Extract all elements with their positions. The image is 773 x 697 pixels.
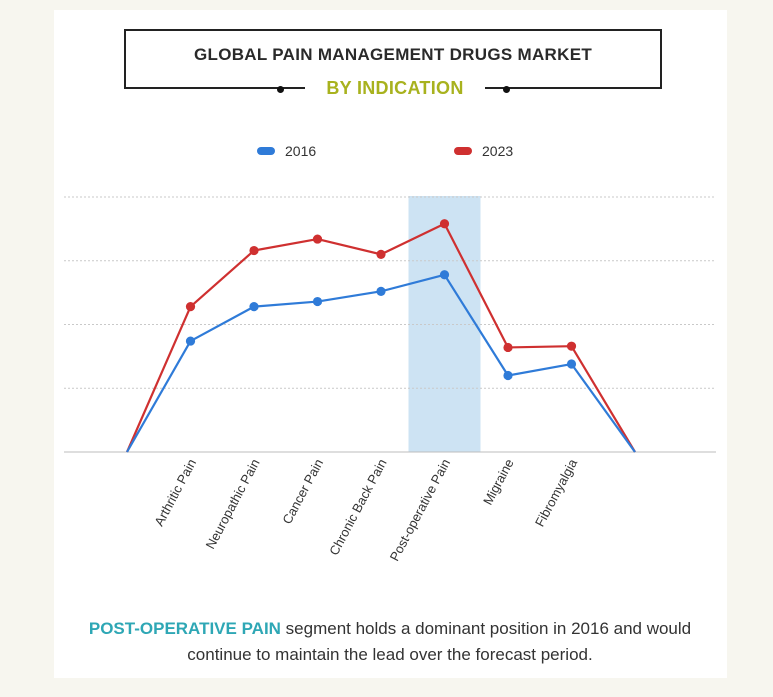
tick-label: Chronic Back Pain <box>326 456 389 557</box>
data-point-2023 <box>439 219 450 229</box>
data-point-2023 <box>185 302 196 312</box>
data-point-2023 <box>376 249 386 259</box>
legend-label-2016: 2016 <box>285 143 317 159</box>
legend-item-2016: 2016 <box>257 143 316 159</box>
caption: POST-OPERATIVE PAIN segment holds a domi… <box>60 616 720 668</box>
data-point-2016 <box>503 370 513 381</box>
legend-item-2023: 2023 <box>454 143 513 159</box>
legend-swatch-2016 <box>257 147 275 155</box>
tick-label: Migraine <box>480 456 517 507</box>
title-box: GLOBAL PAIN MANAGEMENT DRUGS MARKET <box>124 29 662 89</box>
title-dot-left <box>277 86 284 93</box>
tick-label: Neuropathic Pain <box>203 456 263 551</box>
title-dot-right <box>503 86 510 93</box>
legend-swatch-2023 <box>454 147 472 155</box>
series-line-2016 <box>126 273 636 453</box>
caption-highlight: POST-OPERATIVE PAIN <box>88 619 281 638</box>
tick-label: Cancer Pain <box>279 456 326 526</box>
data-point-2023 <box>249 245 259 256</box>
tick-label: Arthritic Pain <box>151 456 199 528</box>
legend-label-2023: 2023 <box>482 143 514 159</box>
data-point-2016 <box>566 359 577 369</box>
tick-label: Fibromyalgia <box>532 456 581 529</box>
chart-title: GLOBAL PAIN MANAGEMENT DRUGS MARKET <box>193 45 593 64</box>
data-point-2016 <box>439 270 450 280</box>
data-point-2023 <box>503 342 513 353</box>
infographic-card <box>54 10 727 678</box>
caption-text: segment holds a dominant position in 201… <box>187 619 692 664</box>
tick-label: Post-operative Pain <box>387 456 454 563</box>
data-point-2016 <box>312 296 323 307</box>
data-point-2023 <box>566 341 577 351</box>
data-point-2016 <box>249 302 259 312</box>
data-point-2016 <box>185 336 196 346</box>
data-point-2023 <box>312 234 323 244</box>
chart-subtitle: BY INDICATION <box>305 78 485 99</box>
data-point-2016 <box>376 286 386 296</box>
